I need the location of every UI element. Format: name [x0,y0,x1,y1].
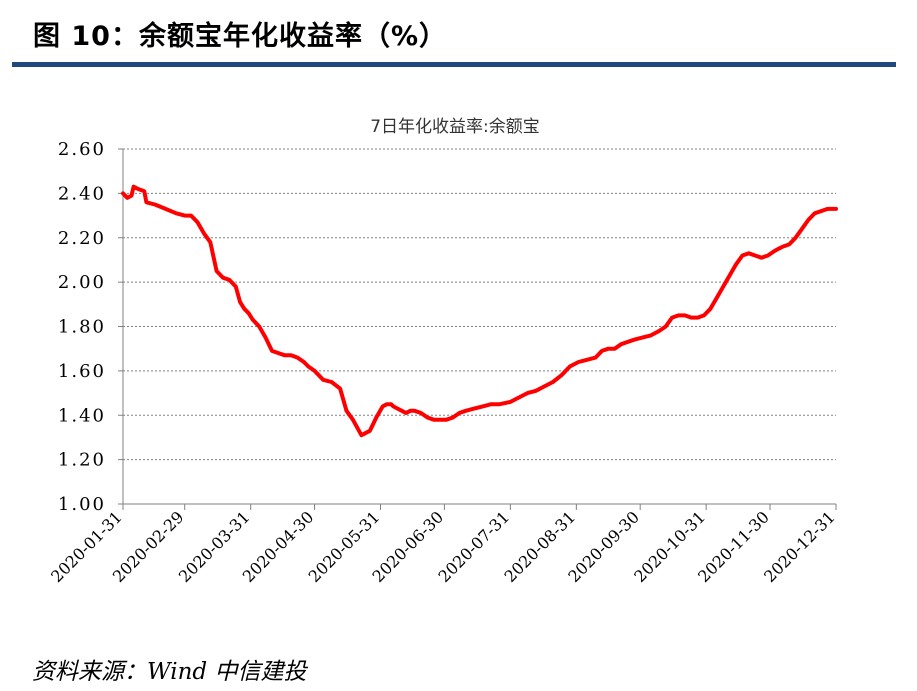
header-rule [12,62,896,67]
series-line [121,184,838,438]
x-tick-label: 2020-12-31 [760,507,839,586]
y-tick-label: 2.60 [58,139,106,160]
series-layer [121,184,838,438]
y-tick-label: 2.40 [58,183,106,204]
source-note: 资料来源：Wind 中信建投 [32,659,307,685]
y-tick-labels: 1.00 1.20 1.40 1.60 1.80 2.00 2.20 2.40 2.60 [58,139,106,515]
y-tick-label: 1.40 [58,405,106,426]
y-tick-label: 1.20 [58,450,106,471]
y-tick-label: 1.00 [58,494,106,515]
axes [118,148,837,510]
y-tick-label: 1.80 [58,317,106,338]
y-tick-label: 1.60 [58,361,106,382]
y-tick-label: 2.00 [58,272,106,293]
y-tick-label: 2.20 [58,228,106,249]
x-tick-labels: 2020-01-312020-02-292020-03-312020-04-30… [47,507,839,586]
chart-title: 7日年化收益率:余额宝 [370,117,540,137]
figure-title: 图 10：余额宝年化收益率（%） [33,21,448,52]
gridlines [123,148,836,461]
